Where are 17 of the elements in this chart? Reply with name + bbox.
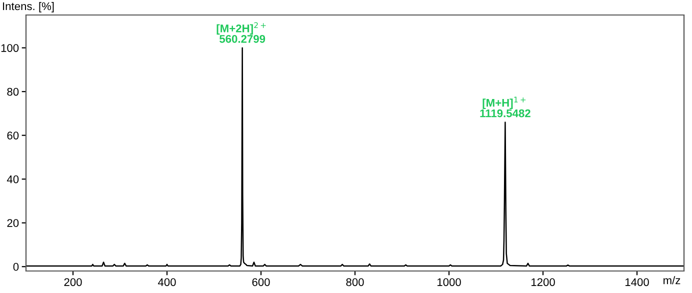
x-tick-label: 800 <box>346 278 364 286</box>
y-tick-label: 80 <box>7 88 19 96</box>
x-tick-label: 1000 <box>437 278 461 286</box>
y-tick-label: 20 <box>7 219 19 227</box>
x-axis-title: m/z <box>664 276 680 284</box>
x-tick-label: 1400 <box>625 278 649 286</box>
y-tick-label: 60 <box>7 132 19 140</box>
x-tick-label: 200 <box>64 278 82 286</box>
annotation: [M+2H]$^{2+}$ 560.2799 <box>216 22 266 43</box>
y-tick-label: 40 <box>6 175 19 184</box>
y-tick-label: 0 <box>13 262 19 271</box>
x-tick-label: 1200 <box>531 278 555 286</box>
x-tick-label: 600 <box>252 278 270 286</box>
annotation: [M+H]$^{1+}$ 1119.5482 <box>480 96 530 118</box>
y-axis-title: Intens. [%] <box>3 2 54 12</box>
y-tick-label: 100 <box>1 44 19 52</box>
x-tick-label: 400 <box>158 278 176 286</box>
